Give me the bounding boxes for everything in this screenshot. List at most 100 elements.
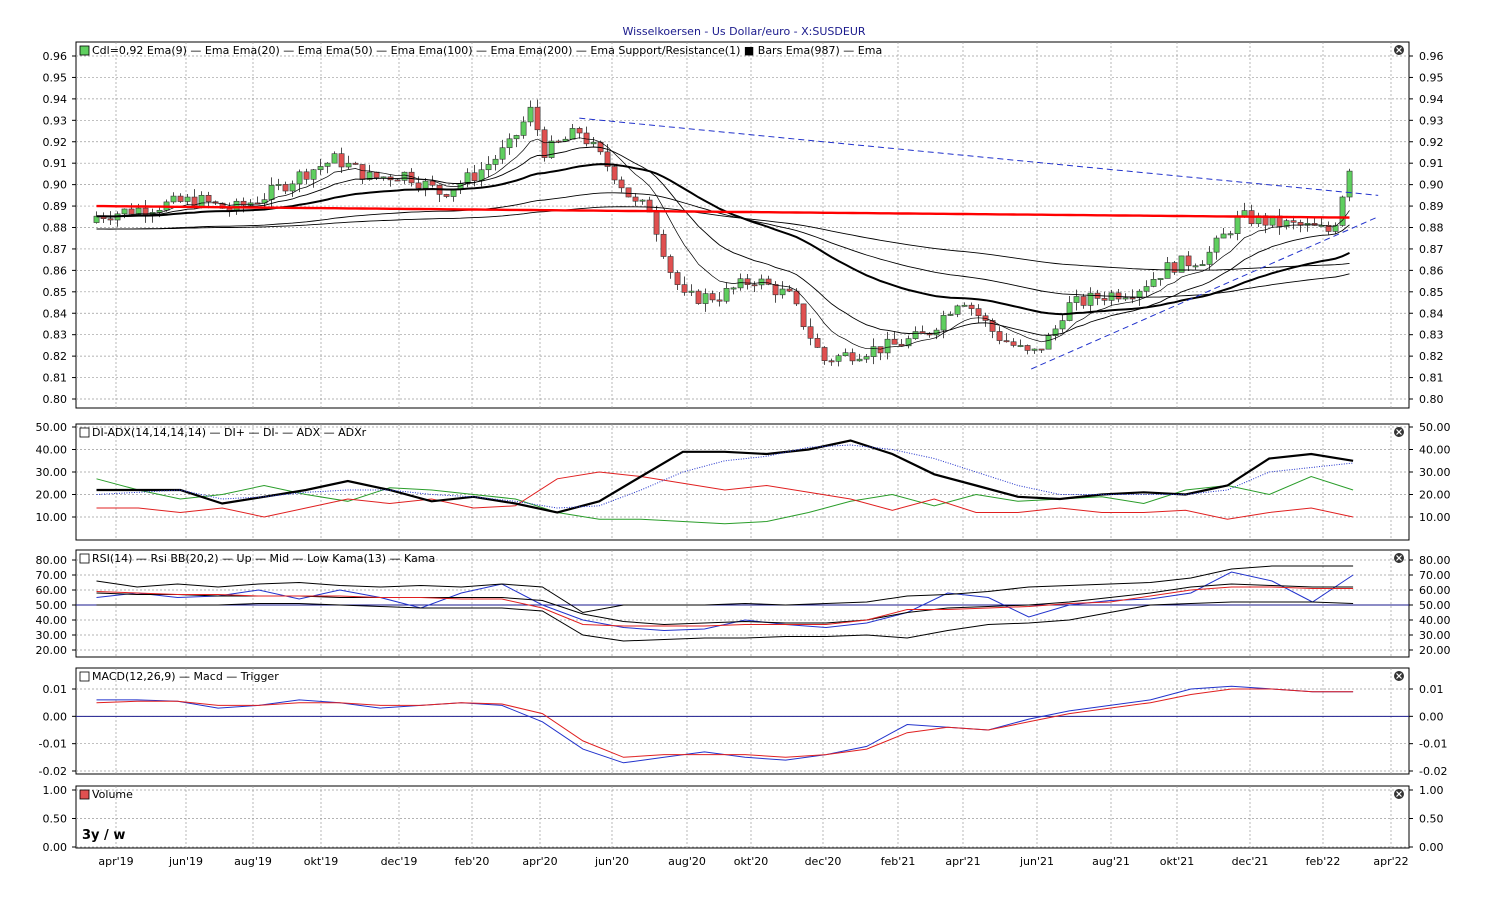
- close-icon-cross: [1396, 47, 1402, 53]
- x-tick-label: jun'21: [1019, 855, 1054, 868]
- x-tick-label: apr'19: [98, 855, 133, 868]
- y-tick-label-rsi-right: 40.00: [1419, 614, 1451, 627]
- x-tick-label: okt'20: [734, 855, 768, 868]
- candle-body: [485, 164, 492, 171]
- candle-body: [1010, 341, 1017, 346]
- legend-swatch-di-adx: [79, 427, 90, 438]
- legend-text-rsi: RSI(14) — Rsi BB(20,2) — Up — Mid — Low …: [92, 552, 435, 565]
- y-tick-label-rsi-left: 60.00: [36, 584, 68, 597]
- x-tick-label: aug'21: [1092, 855, 1130, 868]
- y-tick-label-price-left: 0.96: [43, 50, 68, 63]
- candle-body: [492, 158, 499, 165]
- candle-body: [1192, 265, 1199, 268]
- candle-body: [961, 304, 968, 307]
- candle-body: [604, 151, 611, 167]
- y-tick-label-price-left: 0.87: [43, 243, 68, 256]
- close-icon-cross: [1396, 791, 1402, 797]
- y-tick-label-price-left: 0.93: [43, 114, 68, 127]
- x-tick-label: apr'21: [945, 855, 980, 868]
- candle-body: [1304, 223, 1311, 226]
- candle-body: [905, 338, 912, 347]
- candle-body: [1178, 255, 1185, 273]
- y-tick-label-rsi-right: 70.00: [1419, 569, 1451, 582]
- support-trendline: [1031, 216, 1379, 370]
- y-tick-label-rsi-left: 20.00: [36, 644, 68, 657]
- candle-body: [576, 128, 583, 134]
- candle-body: [1332, 225, 1339, 232]
- candle-body: [317, 166, 324, 171]
- close-icon-cross: [1396, 555, 1402, 561]
- y-tick-label-price-left: 0.88: [43, 222, 68, 235]
- x-tick-label: dec'20: [805, 855, 842, 868]
- candle-body: [1129, 297, 1136, 300]
- y-tick-label-price-right: 0.81: [1419, 372, 1444, 385]
- candle-body: [289, 183, 296, 192]
- rsi-rsi-line: [96, 571, 1354, 632]
- y-tick-label-price-left: 0.94: [43, 93, 68, 106]
- candle-body: [548, 140, 555, 158]
- y-tick-label-di-adx-left: 40.00: [36, 444, 68, 457]
- candle-body: [170, 195, 177, 203]
- candle-body: [415, 182, 422, 189]
- x-tick-label: aug'19: [234, 855, 272, 868]
- candle-body: [660, 233, 667, 257]
- candle-body: [695, 290, 702, 304]
- y-tick-label-macd-right: -0.01: [1419, 738, 1447, 751]
- candle-body: [1157, 278, 1164, 280]
- candle-body: [590, 141, 597, 145]
- candle-body: [569, 128, 576, 140]
- candle-body: [681, 284, 688, 293]
- y-tick-label-rsi-left: 30.00: [36, 629, 68, 642]
- candle-body: [1150, 279, 1157, 287]
- candle-body: [653, 211, 660, 235]
- candle-body: [303, 171, 310, 180]
- candle-body: [429, 180, 436, 186]
- candle-body: [359, 164, 366, 180]
- ema-50-line: [96, 163, 1350, 316]
- legend-text-volume: Volume: [92, 788, 133, 801]
- candle-body: [1346, 170, 1353, 198]
- ema-100-line: [96, 192, 1350, 298]
- rsi-kama-line: [96, 586, 1354, 627]
- candle-body: [1115, 292, 1122, 300]
- candle-body: [1087, 292, 1094, 306]
- x-tick-label: dec'21: [1232, 855, 1269, 868]
- di-adx-di--line: [96, 471, 1354, 520]
- candle-body: [723, 288, 730, 302]
- candle-body: [177, 195, 184, 202]
- panel-frame-di-adx: [75, 423, 1410, 541]
- candle-body: [296, 171, 303, 185]
- y-tick-label-price-left: 0.82: [43, 350, 68, 363]
- x-tick-label: apr'20: [522, 855, 557, 868]
- y-tick-label-price-right: 0.86: [1419, 264, 1444, 277]
- rsi-low-line: [96, 601, 1354, 642]
- candle-body: [989, 320, 996, 332]
- legend-text-macd: MACD(12,26,9) — Macd — Trigger: [92, 670, 279, 683]
- di-adx-di+-line: [96, 475, 1354, 525]
- candle-body: [898, 343, 905, 347]
- y-tick-label-price-right: 0.83: [1419, 329, 1444, 342]
- series-layer: [76, 99, 1409, 764]
- candle-body: [352, 162, 359, 165]
- candle-body: [1185, 255, 1192, 267]
- legend-text-di-adx: DI-ADX(14,14,14,14) — DI+ — DI- — ADX — …: [92, 426, 367, 439]
- legend-swatch-price: [79, 45, 90, 56]
- y-tick-label-di-adx-left: 50.00: [36, 421, 68, 434]
- y-tick-label-price-right: 0.95: [1419, 71, 1444, 84]
- candle-body: [730, 287, 737, 290]
- candle-body: [513, 135, 520, 140]
- panel-frame-macd: [75, 667, 1410, 775]
- legend-swatch-volume: [79, 789, 90, 800]
- x-tick-label: okt'21: [1160, 855, 1194, 868]
- candle-body: [1234, 215, 1241, 234]
- candle-body: [1290, 220, 1297, 223]
- candle-body: [394, 179, 401, 182]
- y-tick-label-volume-left: 1.00: [43, 784, 68, 797]
- panel-frame-price: [75, 41, 1410, 409]
- candle-body: [1024, 345, 1031, 351]
- candle-body: [1171, 262, 1178, 273]
- candle-body: [618, 179, 625, 189]
- y-tick-label-price-right: 0.88: [1419, 222, 1444, 235]
- candle-body: [807, 326, 814, 339]
- candle-body: [1206, 251, 1213, 265]
